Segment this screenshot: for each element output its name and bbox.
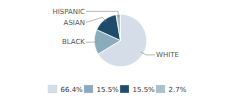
svg-text:2.7%: 2.7%: [169, 86, 187, 94]
svg-text:15.5%: 15.5%: [97, 86, 120, 94]
svg-text:BLACK: BLACK: [62, 38, 85, 46]
svg-text:66.4%: 66.4%: [61, 86, 84, 94]
svg-text:WHITE: WHITE: [156, 51, 179, 59]
svg-text:15.5%: 15.5%: [133, 86, 156, 94]
svg-text:HISPANIC: HISPANIC: [52, 8, 85, 16]
svg-text:ASIAN: ASIAN: [64, 19, 85, 27]
